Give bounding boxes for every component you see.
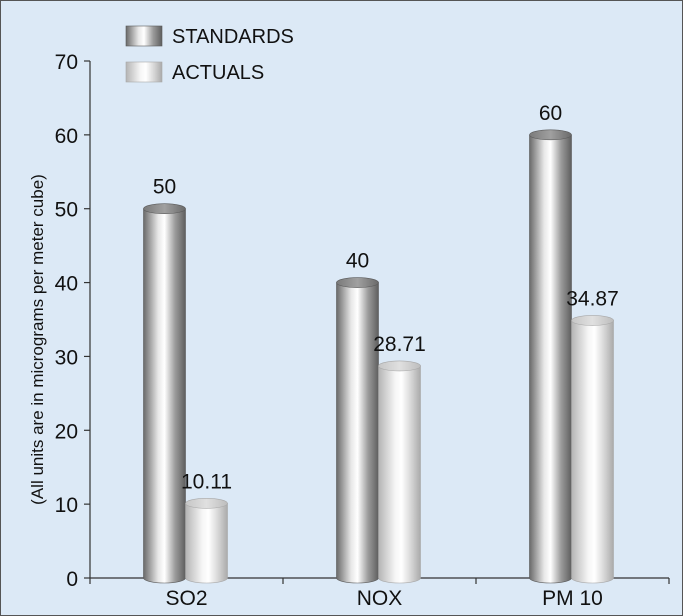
legend-label: STANDARDS: [172, 26, 294, 48]
bar-top: [529, 129, 572, 141]
bar-body: [378, 365, 421, 584]
bar-body: [529, 134, 572, 584]
x-tick-label: SO2: [165, 587, 207, 610]
legend-swatch: [125, 61, 163, 83]
legend-item-actuals: ACTUALS: [125, 61, 264, 84]
bar-body: [185, 503, 228, 584]
y-tick-label: 0: [66, 568, 78, 591]
bar-standards-so2: [143, 203, 186, 584]
legend-label: ACTUALS: [172, 62, 264, 84]
bar-actuals-pm-10: [571, 315, 614, 584]
data-label: 40: [346, 250, 369, 273]
y-tick-label: 30: [55, 346, 78, 369]
bar-body: [571, 320, 614, 584]
y-tick-label: 40: [55, 273, 78, 296]
bar-top: [336, 277, 379, 288]
data-label: 60: [539, 102, 562, 125]
y-tick-label: 70: [55, 51, 78, 74]
y-tick-label: 10: [55, 494, 78, 517]
y-tick-label: 50: [55, 199, 78, 222]
x-tick-label: PM 10: [542, 587, 603, 610]
bar-top: [378, 360, 421, 372]
data-label: 10.11: [181, 470, 232, 493]
data-label: 28.71: [373, 333, 426, 356]
legend-swatch: [125, 25, 163, 47]
bar-standards-nox: [336, 277, 379, 584]
data-label: 34.87: [566, 287, 619, 310]
data-label: 50: [153, 176, 176, 199]
bar-body: [143, 208, 186, 584]
data-labels: 50 10.11 40 28.71 60 34.87: [153, 102, 619, 493]
bar-top: [185, 498, 228, 509]
bar-actuals-nox: [378, 360, 421, 584]
bar-top: [571, 315, 614, 326]
bar-standards-pm-10: [529, 129, 572, 584]
y-tick-label: 60: [55, 125, 78, 148]
bar-body: [336, 282, 379, 584]
bar-actuals-so2: [185, 498, 228, 584]
axes: 0 10 20 30 40 50 60 70 (All units are in microgr…: [28, 51, 670, 610]
y-tick-label: 20: [55, 420, 78, 443]
x-tick-label: NOX: [357, 587, 403, 610]
legend-item-standards: STANDARDS: [125, 25, 294, 48]
y-axis-title: (All units are in micrograms per meter c…: [28, 174, 47, 505]
bar-top: [143, 203, 186, 215]
legend: STANDARDS ACTUALS: [125, 25, 294, 84]
bars: [143, 129, 614, 584]
